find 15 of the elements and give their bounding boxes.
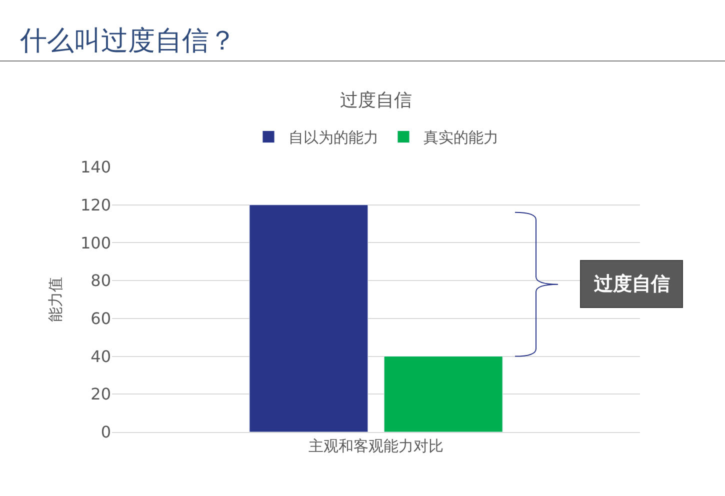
y-tick-label: 40: [90, 346, 111, 366]
y-tick-label: 100: [80, 233, 111, 252]
annotation: 过度自信: [593, 273, 670, 295]
x-tick-label: 主观和客观能力对比: [308, 437, 444, 455]
chart-title: 什么叫过度自信？: [19, 25, 236, 56]
chart-subtitle: 过度自信: [340, 90, 412, 111]
y-tick-label: 0: [100, 422, 111, 442]
legend-label: 自以为的能力: [288, 128, 378, 147]
y-tick-label: 20: [90, 384, 111, 404]
y-tick-label: 120: [80, 195, 111, 214]
y-tick-label: 80: [90, 271, 111, 290]
y-tick-label: 140: [80, 158, 111, 177]
y-axis-title: 能力值: [46, 277, 65, 322]
y-tick-label: 60: [90, 309, 111, 328]
legend-label: 真实的能力: [424, 128, 498, 147]
